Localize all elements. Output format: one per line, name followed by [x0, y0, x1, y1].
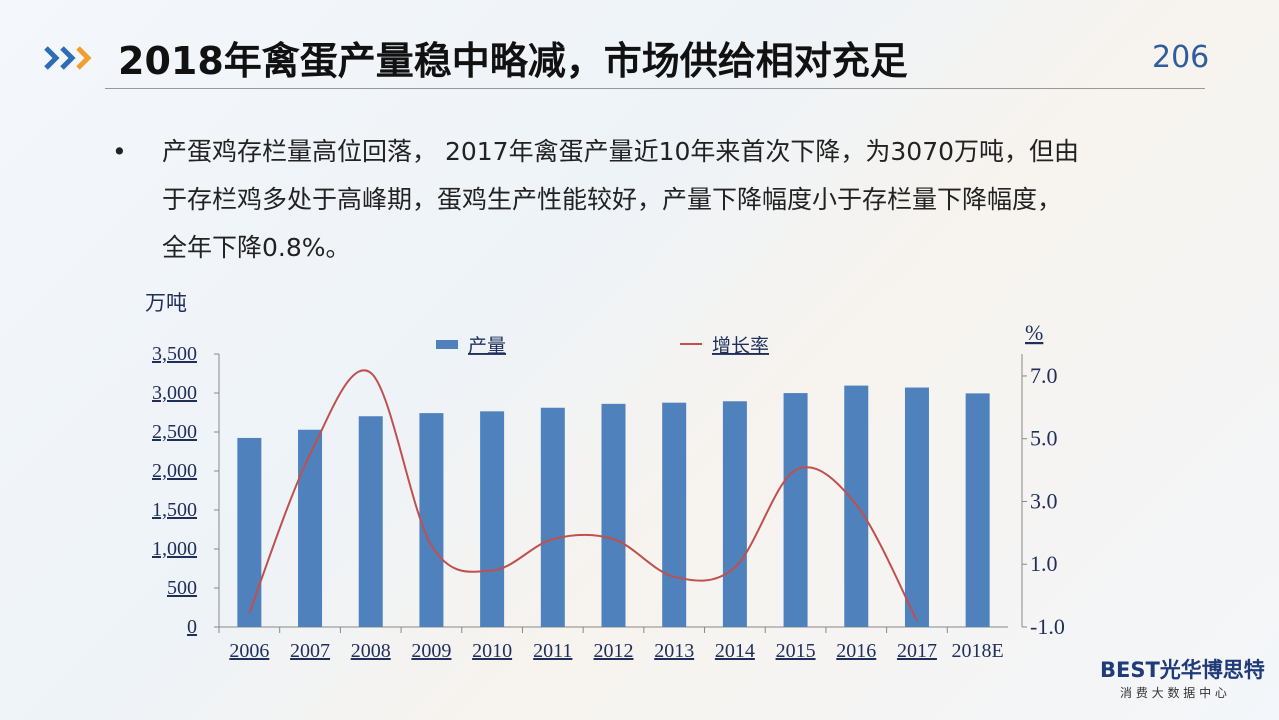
y-tick-label: 1,000 — [152, 538, 197, 560]
x-tick-label: 2009 — [411, 640, 451, 662]
x-tick-label: 2010 — [472, 640, 512, 662]
line: 全年下降0.8%。 — [162, 233, 351, 262]
page-number: 206 — [1152, 40, 1210, 75]
growth-line — [248, 369, 918, 622]
y-tick-label: 3,500 — [152, 343, 197, 365]
x-tick-label: 2017 — [897, 640, 937, 662]
x-tick-label: 2006 — [229, 640, 269, 662]
bar — [540, 407, 565, 627]
y2-tick-label: -1.0 — [1030, 614, 1065, 639]
y-tick-label: 2,500 — [152, 421, 197, 443]
title: 2018年禽蛋产量稳中略减，市场供给相对充足 — [118, 39, 908, 83]
x-tick-label: 2018E — [952, 640, 1004, 662]
bar — [480, 411, 505, 627]
x-tick-label: 2014 — [715, 640, 755, 662]
bar — [358, 416, 383, 627]
bar — [298, 429, 323, 627]
y-tick-label: 0 — [187, 616, 197, 638]
legend-label: 增长率 — [712, 335, 769, 357]
y2-tick-label: 5.0 — [1030, 426, 1058, 451]
bar — [783, 393, 808, 627]
logo-subtitle: 消 费 大 数 据 中 心 — [1120, 686, 1227, 700]
x-tick-label: 2011 — [533, 640, 572, 662]
y-tick-label: 2,000 — [152, 460, 197, 482]
bar — [237, 437, 262, 627]
legend-label: 产量 — [468, 335, 506, 357]
y-tick-label: 1,500 — [152, 499, 197, 521]
x-tick-label: 2013 — [654, 640, 694, 662]
divider — [105, 88, 1205, 89]
x-tick-label: 2015 — [776, 640, 816, 662]
x-tick-label: 2012 — [594, 640, 634, 662]
chevrons — [44, 46, 92, 70]
y-tick-label: 500 — [167, 577, 197, 599]
y2-tick-label: 7.0 — [1030, 363, 1058, 388]
y2-axis-label: % — [1025, 320, 1043, 345]
legend-swatch — [436, 340, 458, 349]
y-axis-label: 万吨 — [145, 291, 187, 315]
x-tick-label: 2007 — [290, 640, 330, 662]
bar — [904, 387, 929, 627]
bar — [601, 403, 626, 627]
line: 于存栏鸡多处于高峰期，蛋鸡生产性能较好，产量下降幅度小于存栏量下降幅度， — [162, 185, 1063, 214]
line: 产蛋鸡存栏量高位回落， 2017年禽蛋产量近10年来首次下降，为3070万吨，但… — [162, 137, 1080, 166]
y2-tick-label: 3.0 — [1030, 488, 1058, 513]
x-tick-label: 2016 — [836, 640, 876, 662]
bar — [844, 385, 869, 627]
bar — [722, 401, 747, 627]
bullet-text: 产蛋鸡存栏量高位回落， 2017年禽蛋产量近10年来首次下降，为3070万吨，但… — [162, 128, 1079, 272]
x-tick-label: 2008 — [351, 640, 391, 662]
bar — [419, 413, 444, 627]
y2-tick-label: 1.0 — [1030, 551, 1058, 576]
logo: BEST光华博思特 — [1100, 658, 1265, 682]
bar — [965, 393, 990, 627]
bullet: • — [112, 137, 127, 166]
y-tick-label: 3,000 — [152, 382, 197, 404]
bar — [662, 402, 687, 627]
